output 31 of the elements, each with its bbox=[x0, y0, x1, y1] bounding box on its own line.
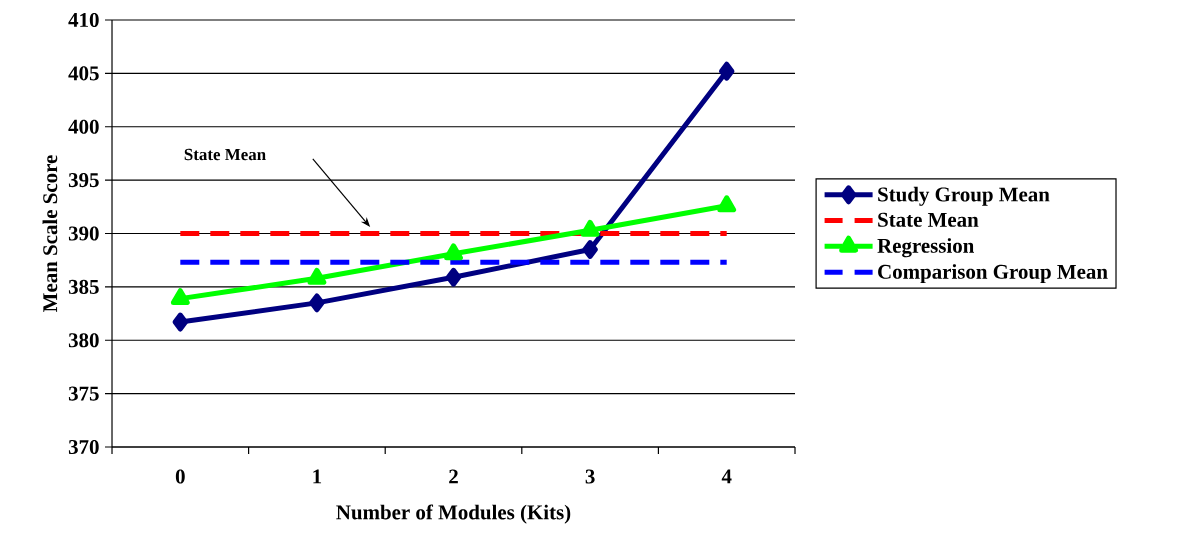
point bbox=[717, 195, 737, 213]
x-tick-label: 3 bbox=[585, 469, 595, 484]
point bbox=[718, 61, 735, 81]
x-tick-label: 1 bbox=[313, 469, 322, 484]
point bbox=[582, 240, 598, 259]
y-tick-label: 380 bbox=[68, 333, 99, 348]
legend-label: Comparison Group Mean bbox=[878, 264, 1108, 284]
point bbox=[170, 288, 190, 306]
point bbox=[580, 219, 600, 237]
point bbox=[445, 267, 462, 287]
y-tick-label: 385 bbox=[68, 279, 99, 294]
point bbox=[309, 293, 325, 313]
y-tick-label: 405 bbox=[68, 66, 99, 81]
point bbox=[307, 267, 327, 285]
y-tick-label: 410 bbox=[68, 12, 99, 28]
y-tick-label: 390 bbox=[68, 226, 99, 241]
point bbox=[444, 243, 463, 261]
x-axis-title: Number of Modules (Kits) bbox=[336, 504, 571, 524]
y-tick-label: 370 bbox=[68, 439, 99, 455]
annotation: State Mean bbox=[184, 148, 266, 161]
legend-label: Study Group Mean bbox=[878, 186, 1050, 206]
point bbox=[172, 312, 189, 332]
legend-label: State Mean bbox=[878, 212, 979, 227]
x-tick-label: 4 bbox=[721, 469, 732, 484]
y-axis-title: Mean Scale Score bbox=[42, 155, 58, 312]
y-tick-label: 395 bbox=[68, 173, 99, 188]
y-tick-label: 375 bbox=[68, 386, 99, 401]
y-tick-label: 400 bbox=[68, 119, 99, 134]
x-tick-label: 0 bbox=[175, 469, 185, 484]
x-tick-label: 2 bbox=[449, 469, 458, 484]
legend-label: Regression bbox=[877, 238, 975, 258]
